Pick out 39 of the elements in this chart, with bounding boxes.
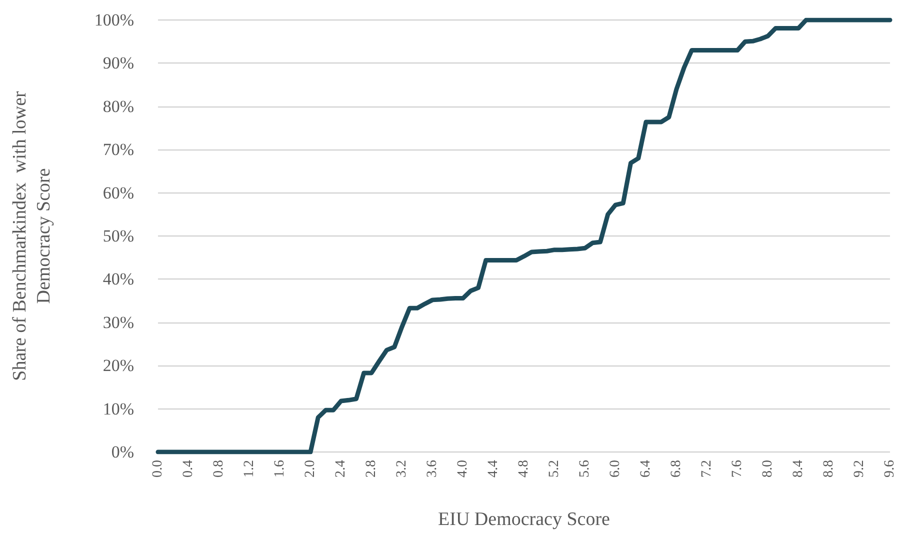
x-tick-label: 0.0 — [150, 460, 166, 478]
x-tick-label: 0.8 — [212, 460, 226, 478]
y-tick-label: 40% — [102, 270, 134, 289]
x-tick-label: 7.2 — [700, 460, 714, 478]
x-tick-label: 6.0 — [608, 460, 623, 478]
x-tick-label: 2.4 — [334, 460, 348, 478]
x-tick-label: 7.6 — [730, 460, 745, 478]
x-tick-label: 9.2 — [852, 460, 867, 478]
x-tick-label: 6.8 — [669, 460, 684, 478]
y-tick-label: 0% — [111, 442, 134, 462]
x-tick-label: 3.2 — [394, 460, 410, 478]
x-tick-label: 1.2 — [242, 460, 257, 478]
x-axis-title: EIU Democracy Score — [438, 509, 610, 530]
y-tick-label: 30% — [102, 312, 134, 332]
x-tick-label: 9.6 — [882, 460, 898, 478]
y-tick-label: 100% — [94, 10, 134, 30]
x-tick-label: 8.0 — [760, 460, 776, 478]
x-tick-label: 0.4 — [181, 460, 196, 478]
y-tick-label: 10% — [102, 399, 134, 418]
y-tick-label: 90% — [102, 54, 134, 73]
x-tick-label: 8.8 — [822, 460, 836, 478]
y-tick-label: 20% — [102, 356, 134, 376]
x-tick-label: 3.6 — [425, 460, 440, 478]
x-tick-label: 8.4 — [791, 460, 806, 478]
x-tick-label: 2.8 — [364, 460, 379, 478]
y-axis-title: Share of Benchmarkindex with lower Democracy Score — [10, 90, 54, 381]
x-tick-label: 4.0 — [456, 460, 470, 478]
x-tick-label: 4.4 — [486, 460, 501, 478]
x-tick-label: 2.0 — [303, 460, 318, 478]
x-tick-label: 4.8 — [516, 460, 532, 478]
x-tick-label: 6.4 — [638, 460, 654, 478]
y-tick-label: 50% — [102, 226, 134, 246]
y-tick-label: 70% — [102, 140, 134, 160]
y-tick-label: 60% — [102, 183, 134, 202]
x-tick-label: 5.6 — [578, 460, 592, 478]
x-tick-label: 1.6 — [272, 460, 288, 478]
line-series — [156, 18, 892, 454]
y-tick-label: 80% — [102, 96, 134, 116]
x-tick-label: 5.2 — [547, 460, 562, 478]
